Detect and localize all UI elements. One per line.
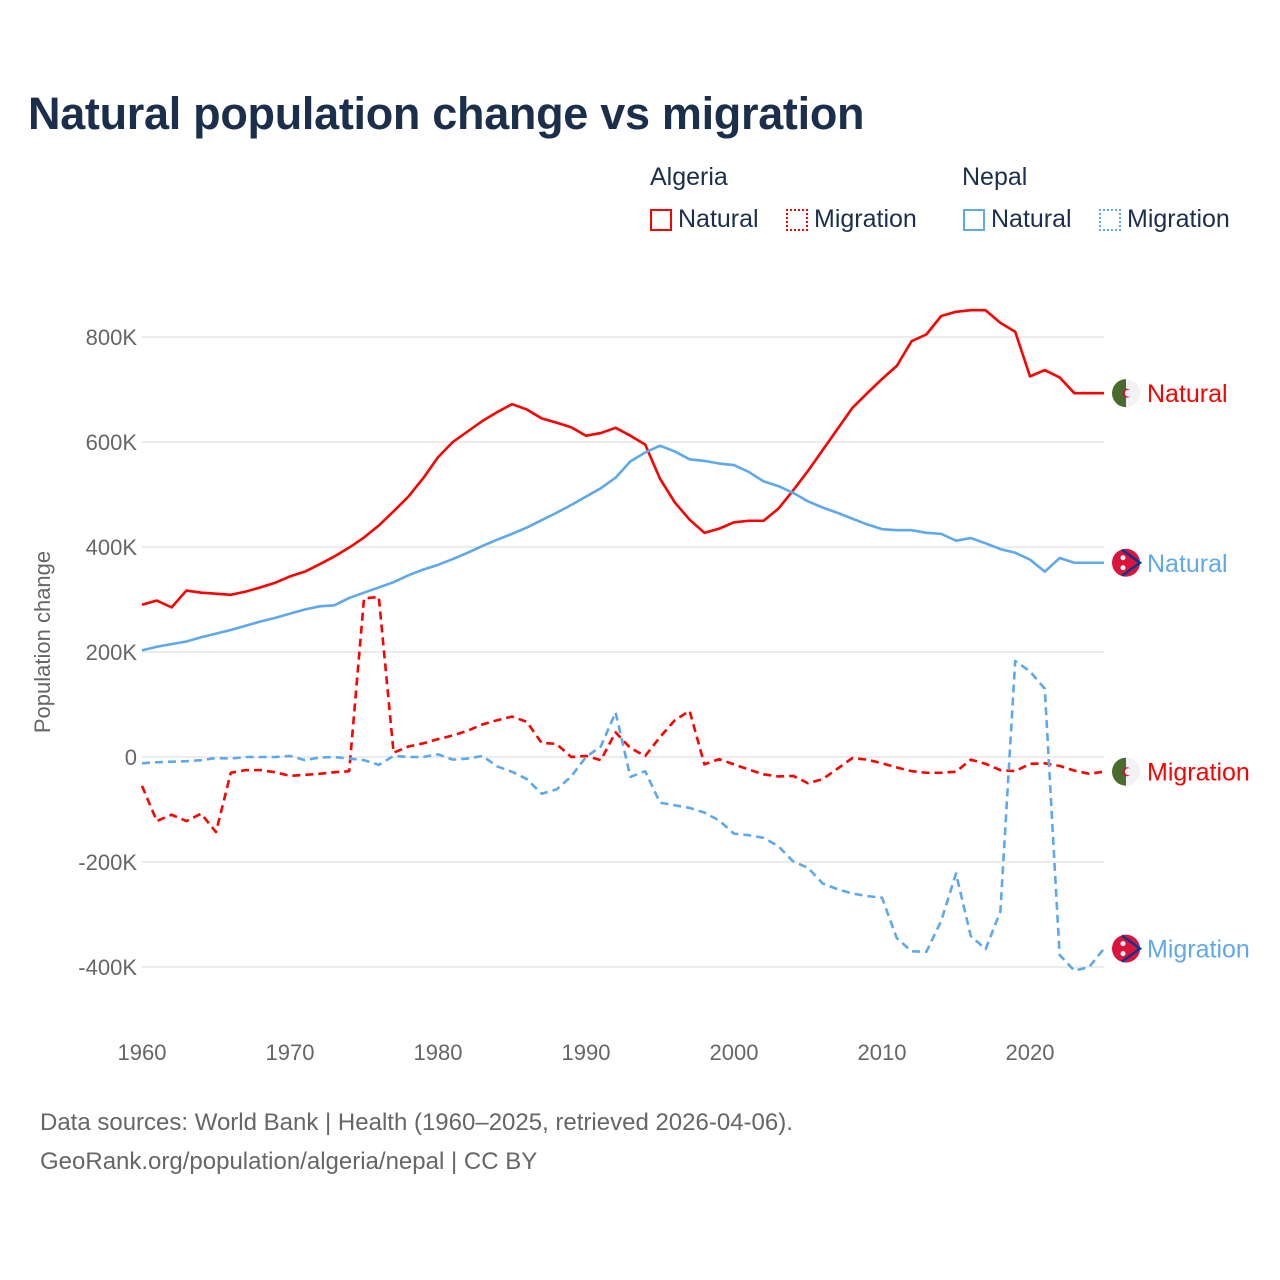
legend-group-nepal: Nepal	[962, 163, 1028, 191]
y-tick-label: 0	[125, 745, 137, 770]
flag-border	[1121, 934, 1143, 963]
chart-title: Natural population change vs migration	[28, 88, 865, 139]
flag-green-half	[1112, 757, 1126, 786]
y-tick-label: 400K	[86, 535, 138, 560]
x-tick-label: 1980	[414, 1040, 463, 1065]
nepal-flag	[1112, 934, 1143, 963]
source-url[interactable]: GeoRank.org/population/algeria/nepal | C…	[40, 1148, 538, 1175]
moon	[1120, 555, 1126, 561]
sun	[1120, 951, 1126, 957]
source-text: Data sources: World Bank | Health (1960–…	[40, 1109, 793, 1136]
x-tick-label: 2010	[858, 1040, 907, 1065]
x-tick-label: 1990	[562, 1040, 611, 1065]
legend-swatch-solid	[650, 208, 672, 231]
nepal-flag	[1112, 548, 1143, 577]
crescent-cut	[1124, 389, 1133, 397]
series-line-algeria-migration	[140, 595, 1105, 834]
x-tick-label: 1970	[266, 1040, 315, 1065]
end-label: Migration	[1147, 759, 1250, 787]
legend-swatch-dotted	[786, 208, 808, 231]
crescent-cut	[1124, 768, 1133, 776]
legend-algeria-natural[interactable]: Natural	[650, 205, 759, 234]
x-tick-label: 1960	[118, 1040, 167, 1065]
x-tick-label: 2020	[1006, 1040, 1055, 1065]
series-line-algeria-natural	[141, 308, 1104, 609]
legend-label: Natural	[678, 205, 759, 233]
end-label: Migration	[1147, 936, 1250, 964]
legend-label: Natural	[991, 205, 1072, 233]
legend-swatch-solid	[963, 208, 985, 231]
x-tick-label: 2000	[710, 1040, 759, 1065]
legend-nepal-migration[interactable]: Migration	[1099, 205, 1230, 234]
algeria-flag	[1112, 757, 1140, 786]
legend-algeria-migration[interactable]: Migration	[786, 205, 917, 234]
flag-border	[1121, 548, 1143, 577]
series-line-nepal-migration	[141, 659, 1106, 972]
legend-label: Migration	[1127, 205, 1230, 233]
y-axis-label: Population change	[30, 551, 55, 733]
legend-label: Migration	[814, 205, 917, 233]
series-line-nepal-natural	[141, 444, 1104, 652]
sun	[1120, 565, 1126, 571]
y-tick-label: 200K	[86, 640, 138, 665]
algeria-flag	[1112, 379, 1140, 408]
flag-bg	[1112, 548, 1140, 577]
moon	[1120, 941, 1126, 947]
y-tick-label: 600K	[86, 430, 138, 455]
legend-group-algeria: Algeria	[650, 163, 728, 191]
flag-green-half	[1112, 379, 1126, 408]
y-tick-label: -400K	[78, 955, 137, 980]
flag-bg	[1112, 934, 1140, 963]
legend-swatch-dotted	[1099, 208, 1121, 231]
y-tick-label: -200K	[78, 850, 137, 875]
end-label: Natural	[1147, 550, 1228, 578]
legend-nepal-natural[interactable]: Natural	[963, 205, 1072, 234]
y-tick-label: 800K	[86, 325, 138, 350]
end-label: Natural	[1147, 380, 1228, 408]
plot-area: -400K -200K 0 200K 400K 600K 800K 1960 1970 1980 1…	[30, 308, 1250, 1065]
